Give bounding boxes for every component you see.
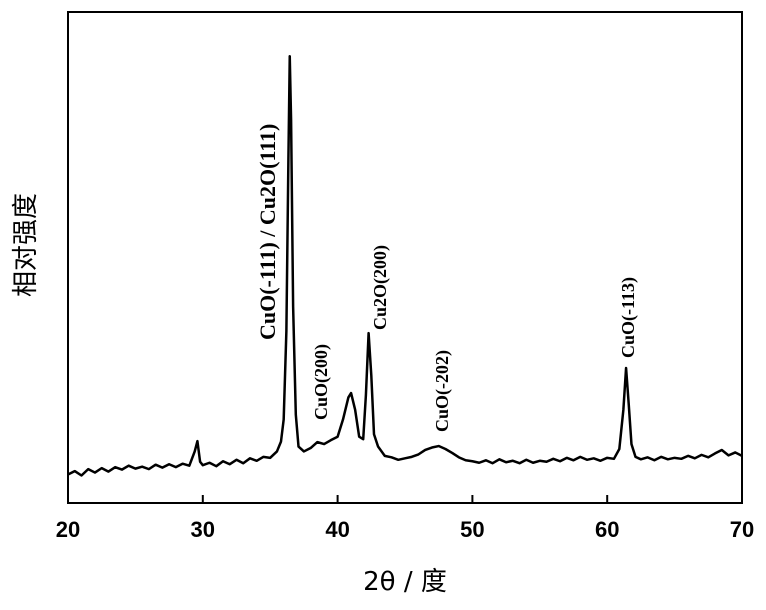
- x-tick-label: 20: [56, 517, 80, 542]
- x-axis-label: 2θ / 度: [363, 567, 447, 597]
- x-tick-label: 40: [325, 517, 349, 542]
- chart: 2θ / 度 相对强度 20 30 40 50 60 70 CuO(-111) / Cu2O…: [0, 0, 766, 610]
- xrd-line: [68, 56, 742, 475]
- peak-annotation: Cu2O(200): [370, 245, 391, 330]
- x-tick-label: 70: [730, 517, 754, 542]
- x-tick-label: 50: [460, 517, 484, 542]
- plot-frame: [68, 12, 742, 503]
- y-axis-label: 相对强度: [11, 193, 41, 297]
- peak-annotation: CuO(-113): [618, 277, 639, 358]
- x-tick-label: 60: [595, 517, 619, 542]
- peak-annotation: CuO(-202): [432, 350, 453, 432]
- peak-annotation: CuO(200): [311, 344, 332, 420]
- peak-annotation: CuO(-111) / Cu2O(111): [255, 124, 280, 340]
- x-tick-label: 30: [191, 517, 215, 542]
